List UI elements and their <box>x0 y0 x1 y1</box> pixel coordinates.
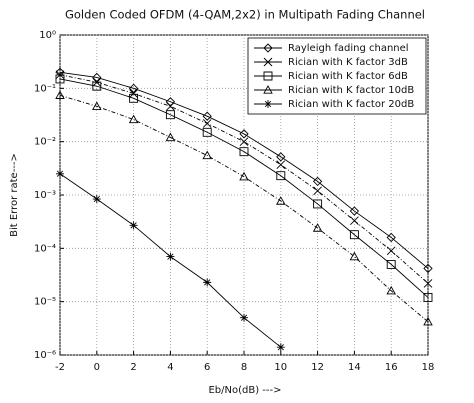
x-tick-label: 4 <box>167 362 173 373</box>
marker <box>312 176 323 187</box>
marker <box>349 230 359 240</box>
marker <box>239 137 249 146</box>
x-axis-label: Eb/No(dB) ---> <box>208 385 281 396</box>
y-tick-label: 10⁻¹ <box>34 83 56 94</box>
x-tick-label: 2 <box>130 362 136 373</box>
marker <box>386 285 396 295</box>
legend-label: Rician with K factor 20dB <box>288 99 414 110</box>
marker <box>263 85 273 94</box>
marker <box>312 223 323 232</box>
marker <box>92 195 101 204</box>
marker <box>276 171 286 181</box>
legend-label: Rician with K factor 3dB <box>288 57 408 68</box>
marker <box>165 110 175 120</box>
marker <box>349 206 360 216</box>
marker <box>386 232 396 243</box>
marker <box>202 150 212 160</box>
legend-label: Rician with K factor 10dB <box>288 85 414 96</box>
marker <box>423 292 433 302</box>
marker <box>263 57 273 67</box>
marker <box>166 252 175 261</box>
marker <box>264 100 272 108</box>
marker <box>56 169 64 178</box>
y-axis-label: Bit Error rate---> <box>9 153 20 237</box>
x-tick-label: 0 <box>94 362 100 373</box>
x-tick-label: 10 <box>274 362 287 373</box>
marker <box>276 152 286 162</box>
marker <box>55 90 65 99</box>
y-tick-label: 10⁻⁶ <box>34 350 56 361</box>
marker <box>276 160 286 170</box>
marker <box>129 221 138 230</box>
marker <box>423 279 433 288</box>
marker <box>386 259 396 269</box>
marker <box>423 263 433 274</box>
x-tick-label: 14 <box>348 362 361 373</box>
marker <box>263 71 273 81</box>
marker <box>128 114 139 124</box>
y-tick-label: 10⁰ <box>39 30 56 41</box>
marker <box>350 216 359 225</box>
marker <box>165 132 176 142</box>
legend-label: Rayleigh fading channel <box>288 43 409 54</box>
marker <box>313 199 323 209</box>
series-line <box>59 71 429 269</box>
marker <box>92 81 102 91</box>
series-line <box>59 74 429 284</box>
x-tick-label: -2 <box>55 362 65 373</box>
x-tick-label: 6 <box>204 362 210 373</box>
marker <box>55 67 65 77</box>
marker <box>202 119 212 128</box>
series-line <box>59 78 429 298</box>
marker <box>240 313 248 322</box>
marker <box>386 246 396 256</box>
marker <box>276 343 285 352</box>
marker <box>166 102 175 111</box>
chart-title: Golden Coded OFDM (4-QAM,2x2) in Multipa… <box>65 8 425 22</box>
legend-label: Rician with K factor 6dB <box>288 71 408 82</box>
marker <box>239 171 249 181</box>
y-tick-label: 10⁻³ <box>34 190 56 201</box>
marker <box>203 278 212 287</box>
x-tick-label: 12 <box>311 362 324 373</box>
series-line <box>59 94 429 323</box>
marker <box>202 111 212 121</box>
marker <box>128 83 139 93</box>
y-tick-label: 10⁻⁵ <box>34 297 56 308</box>
marker <box>423 316 433 326</box>
marker <box>263 43 273 53</box>
marker <box>129 89 138 98</box>
x-tick-label: 18 <box>422 362 435 373</box>
marker <box>239 129 249 139</box>
marker <box>349 251 360 261</box>
y-tick-label: 10⁻² <box>34 137 56 148</box>
y-tick-label: 10⁻⁴ <box>34 243 56 254</box>
marker <box>129 93 139 103</box>
marker <box>313 186 322 196</box>
marker <box>202 127 212 137</box>
x-tick-label: 16 <box>385 362 398 373</box>
marker <box>276 196 286 205</box>
x-tick-label: 8 <box>241 362 247 373</box>
marker <box>239 147 249 157</box>
marker <box>92 72 102 83</box>
marker <box>55 74 65 84</box>
marker <box>92 101 102 110</box>
legend: Rayleigh fading channel Rician with K fac… <box>247 37 427 115</box>
